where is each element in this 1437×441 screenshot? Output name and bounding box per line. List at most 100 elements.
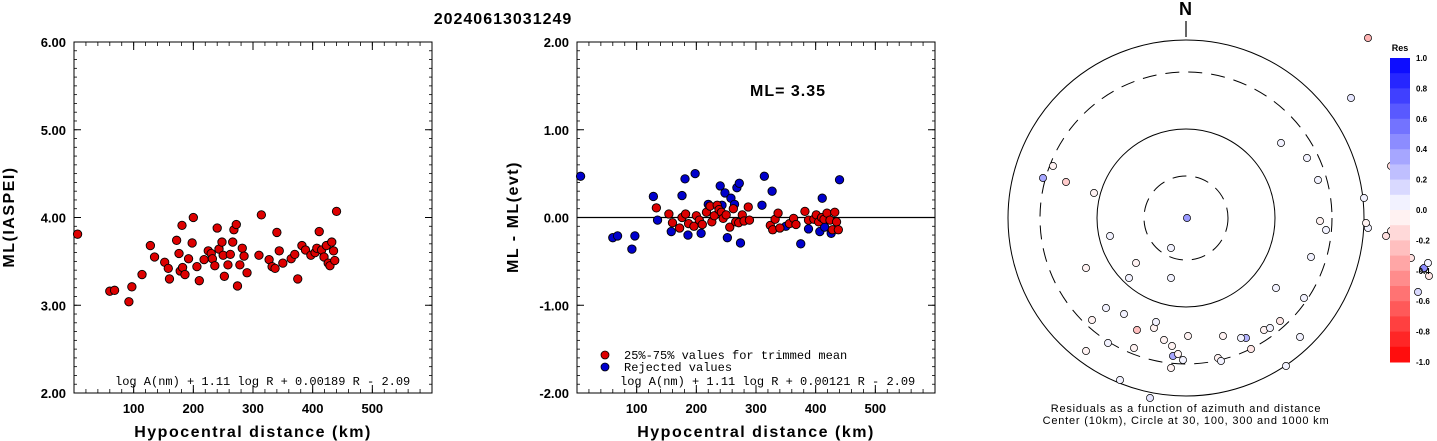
legend-blue-label: Rejected values	[624, 361, 732, 375]
rejected-point	[575, 171, 586, 181]
trimmed-point	[831, 217, 842, 227]
station-marker	[1174, 350, 1182, 358]
left-xlabel: Hypocentral distance (km)	[134, 424, 372, 441]
data-point	[270, 263, 280, 274]
station-marker	[1082, 347, 1090, 355]
data-point	[217, 237, 227, 247]
ml-annotation: ML= 3.35	[750, 83, 826, 100]
station-marker	[1382, 232, 1390, 240]
polar-caption-line2: Center (10km), Circle at 30, 100, 300 an…	[1043, 415, 1330, 427]
data-point	[188, 212, 198, 223]
station-marker	[1307, 253, 1315, 261]
data-point	[145, 240, 156, 251]
left-xtick-label: 500	[361, 401, 383, 416]
data-point	[127, 282, 137, 292]
station-marker	[1237, 334, 1245, 342]
data-point	[210, 261, 220, 271]
data-point	[242, 268, 252, 278]
data-point	[192, 261, 202, 272]
page-title: 20240613031249	[434, 11, 573, 28]
data-point	[293, 274, 303, 284]
station-marker	[1362, 219, 1370, 227]
rejected-point	[803, 224, 814, 234]
colorbar-cell	[1390, 73, 1410, 89]
station-marker	[1090, 189, 1098, 197]
data-point	[174, 248, 184, 259]
station-marker	[1146, 394, 1154, 402]
station-marker	[1347, 94, 1355, 102]
data-point	[183, 254, 194, 264]
station-marker	[1360, 194, 1368, 202]
colorbar-tick-label: 0.8	[1416, 84, 1428, 93]
trimmed-point	[697, 219, 707, 230]
middle-formula: log A(nm) + 1.11 log R + 0.00121 R - 2.0…	[620, 375, 915, 389]
data-point	[164, 274, 175, 284]
trimmed-point	[800, 206, 810, 217]
colorbar-tick-label: 0.0	[1416, 206, 1428, 215]
data-point	[237, 243, 247, 253]
colorbar-cell	[1390, 255, 1410, 272]
colorbar-cell	[1390, 270, 1410, 287]
colorbar-tick-label: 0.2	[1416, 176, 1428, 185]
data-point	[274, 246, 284, 256]
data-point	[194, 276, 204, 286]
colorbar-cell	[1390, 164, 1410, 181]
data-point	[254, 250, 264, 260]
middle-ylabel: ML - ML(evt)	[505, 161, 522, 273]
rejected-point	[652, 215, 663, 225]
circle-1000km	[1007, 39, 1365, 397]
colorbar-tick-label: -0.8	[1416, 328, 1430, 337]
circle-30km	[1143, 175, 1229, 261]
middle-xtick-label: 500	[864, 401, 886, 416]
middle-xlabel: Hypocentral distance (km)	[637, 424, 875, 441]
colorbar: Res 1.0 0.8 0.6 0.4 0.2 0.0 -0.2 -0.4 -0.6 -0.8 -1…	[1390, 43, 1430, 367]
trimmed-point	[833, 225, 843, 235]
left-ytick-label: 3.00	[41, 298, 66, 313]
station-marker	[1102, 304, 1110, 312]
circle-100km	[1096, 128, 1276, 308]
rejected-point	[683, 230, 693, 240]
station-marker	[1062, 178, 1070, 186]
colorbar-cell	[1390, 179, 1410, 196]
rejected-point	[677, 190, 687, 201]
colorbar-tick-label: -1.0	[1416, 358, 1430, 367]
station-marker	[1414, 288, 1422, 296]
rejected-point	[735, 238, 746, 248]
station-marker	[1272, 284, 1280, 292]
colorbar-cell	[1390, 88, 1410, 105]
data-point	[72, 229, 83, 239]
station-marker	[1184, 332, 1192, 340]
data-point	[180, 269, 190, 280]
middle-xtick-label: 100	[626, 401, 648, 416]
station-marker	[1167, 244, 1175, 252]
data-point	[223, 260, 233, 270]
station-marker	[1132, 259, 1140, 267]
rejected-point	[720, 188, 730, 198]
legend-red-label: 25%-75% values for trimmed mean	[624, 349, 847, 363]
rejected-point	[796, 239, 806, 249]
rejected-point	[690, 168, 700, 179]
colorbar-tick-label: 1.0	[1416, 54, 1428, 63]
station-marker	[1276, 317, 1284, 325]
trimmed-point	[725, 222, 735, 232]
legend-blue-marker	[600, 362, 610, 372]
polar-caption-line1: Residuals as a function of azimuth and d…	[1051, 403, 1322, 415]
colorbar-cell	[1390, 316, 1410, 333]
station-marker	[1217, 357, 1225, 365]
rejected-point	[630, 231, 640, 241]
left-xtick-label: 200	[182, 401, 204, 416]
station-marker	[1160, 336, 1168, 344]
middle-ticks: -2.00 -1.00 0.00 1.00 2.00 100 200 300 400 500	[539, 35, 936, 416]
colorbar-cell	[1390, 118, 1410, 135]
trimmed-point	[775, 223, 785, 233]
station-marker	[1152, 318, 1160, 326]
data-point	[177, 220, 187, 231]
station-marker	[1130, 344, 1138, 352]
trimmed-point	[773, 208, 783, 218]
station-marker	[1167, 364, 1175, 372]
trimmed-point	[721, 210, 731, 220]
colorbar-cell	[1390, 301, 1410, 317]
colorbar-tick-label: 0.6	[1416, 115, 1428, 124]
station-marker	[1424, 259, 1432, 267]
